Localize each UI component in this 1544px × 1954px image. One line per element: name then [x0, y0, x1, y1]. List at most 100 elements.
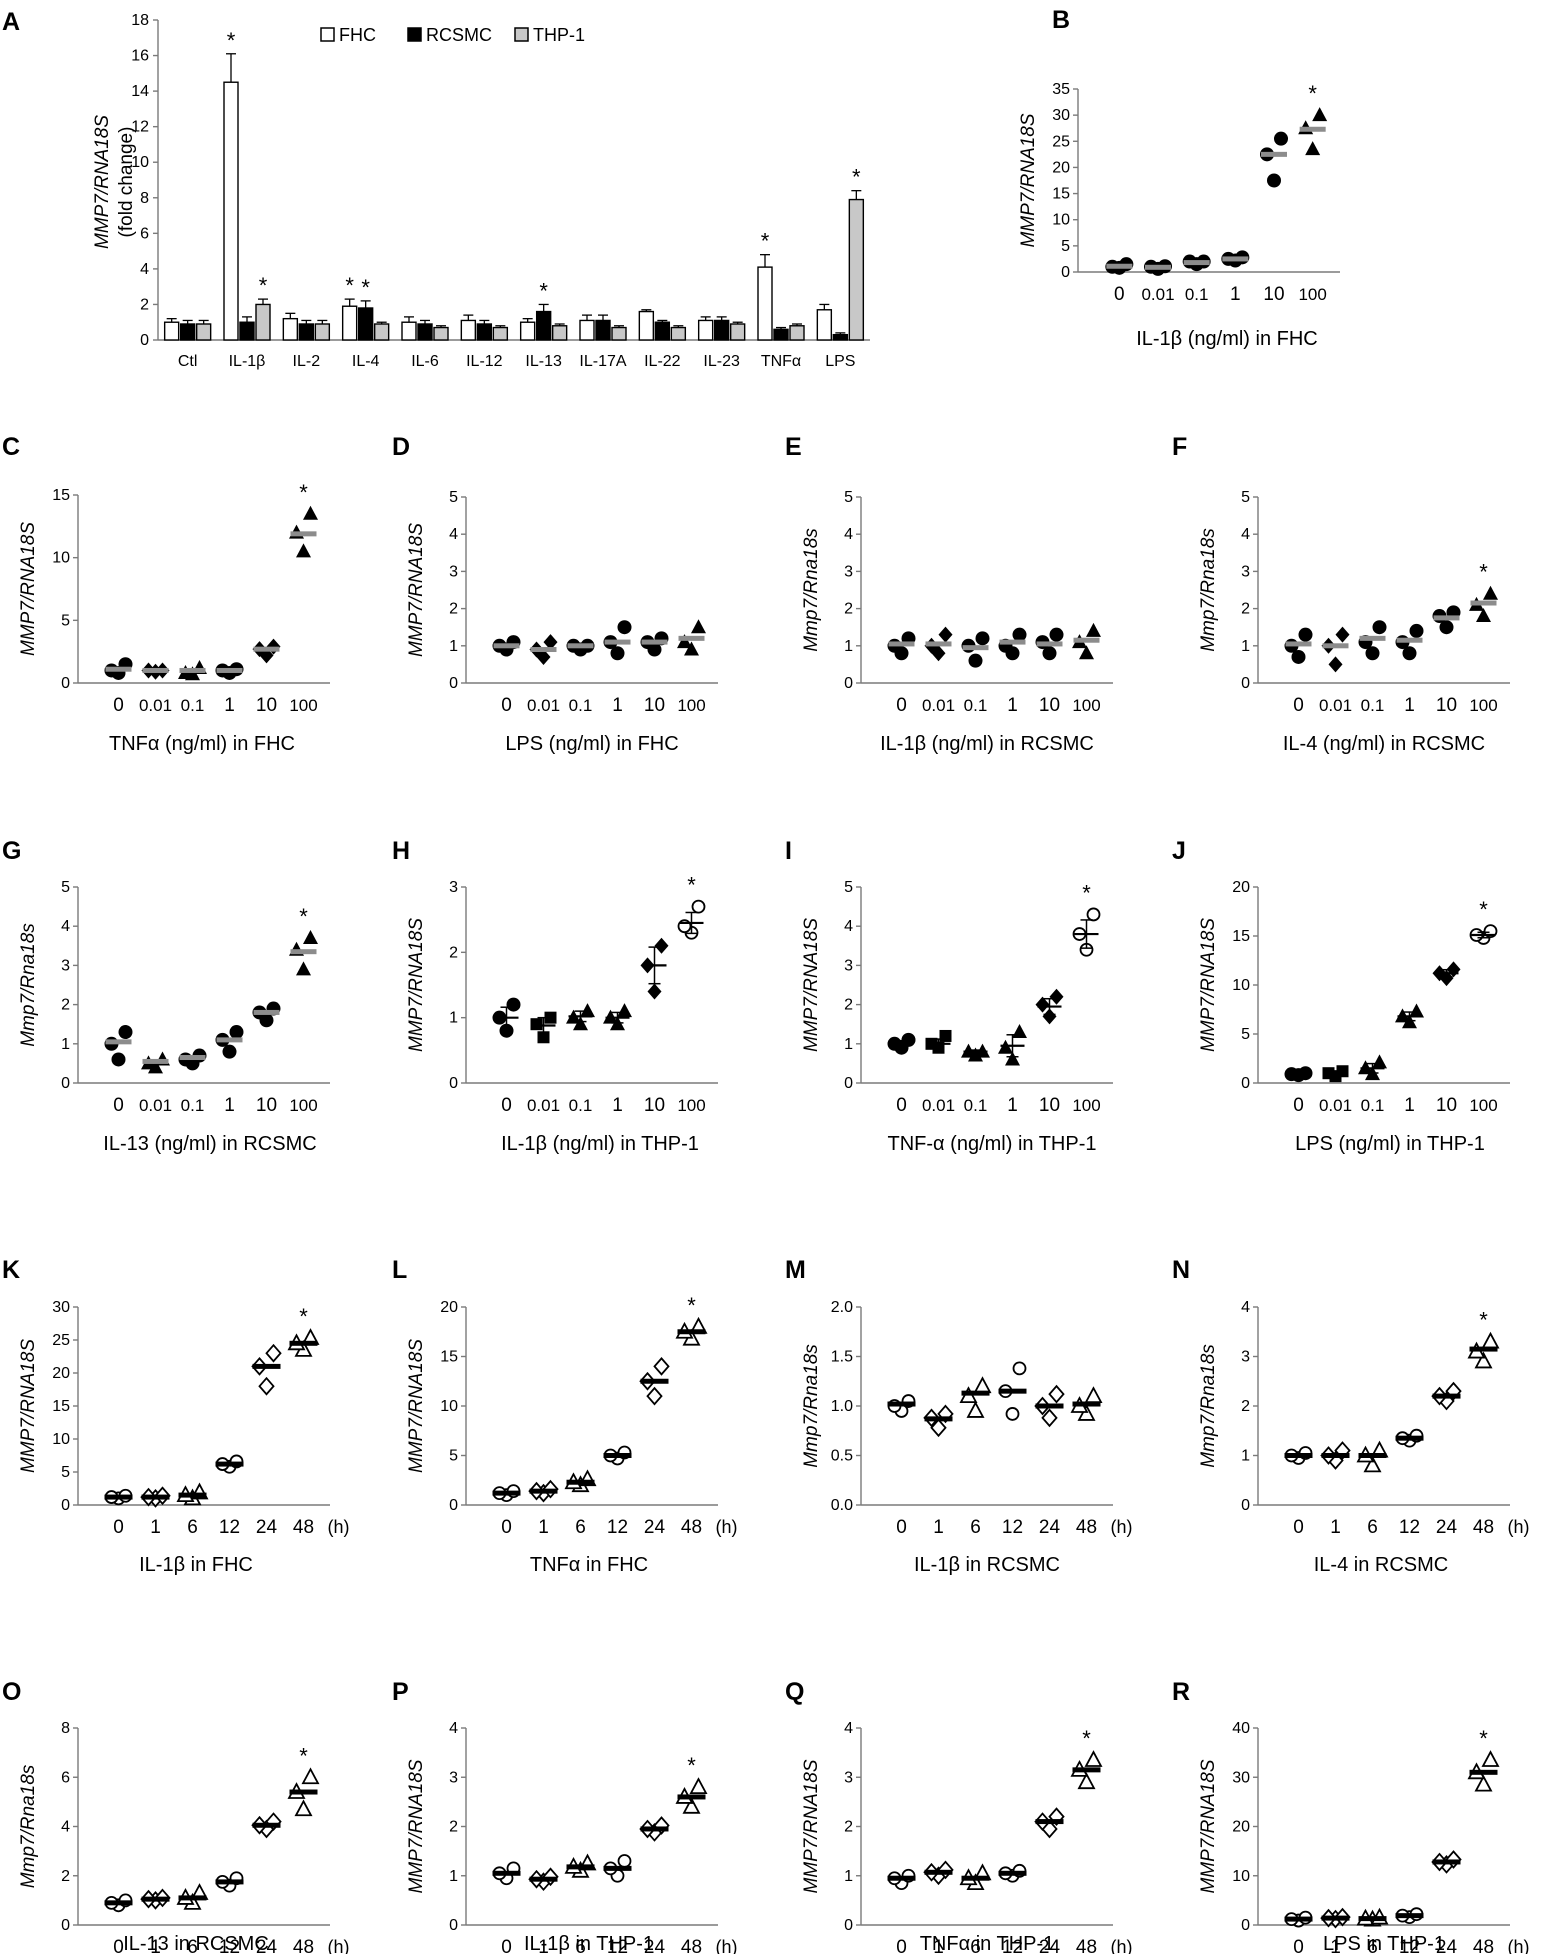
panel-h-ylabel: MMP7/RNA18S: [406, 918, 427, 1052]
panel-f-ytick-label: 2: [1241, 601, 1250, 618]
panel-i-xtick-label: 0.1: [964, 1096, 988, 1115]
panel-i-ytick-label: 3: [844, 957, 853, 974]
legend-swatch-rcsmc: [407, 27, 422, 42]
panel-m-label: M: [785, 1256, 806, 1284]
panel-h-data-point: [647, 983, 662, 1000]
panel-l-xtick-label: 24: [644, 1517, 666, 1538]
panel-f-mean-bar: [1470, 600, 1497, 606]
bar-fhc-2: [282, 317, 299, 341]
panel-k-data-point: [265, 1343, 282, 1363]
panel-a-label: A: [2, 8, 20, 36]
significance-star: *: [227, 28, 236, 53]
panel-b-data-point: [1274, 131, 1288, 146]
panel-a-ylabel-line1: MMP7/RNA18S: [92, 115, 113, 249]
panel-n-mean-bar: [1469, 1346, 1498, 1352]
panel-d-ytick-label: 1: [449, 638, 458, 655]
panel-n-ytick-label: 2: [1241, 1398, 1250, 1415]
panel-j-ytick-label: 10: [1232, 977, 1250, 994]
bar-thp1-6: [551, 325, 568, 341]
panel-b-data-point: [1305, 141, 1321, 156]
panel-g-xtick-label: 100: [289, 1096, 317, 1115]
panel-b-xtick-label: 10: [1263, 284, 1284, 305]
panel-r-data-point: [1474, 1774, 1493, 1792]
panel-a-ytick-label: 16: [131, 48, 149, 65]
panel-k-unit-label: (h): [328, 1517, 350, 1537]
panel-g-data-point: [118, 1025, 133, 1040]
panel-l-ytick-label: 15: [440, 1349, 458, 1366]
panel-e-xtick-label: 10: [1039, 695, 1060, 716]
panel-c-data-point: [303, 505, 318, 520]
significance-star: *: [259, 273, 268, 298]
significance-star: *: [539, 278, 548, 303]
panel-g-mean-bar: [216, 1037, 243, 1043]
panel-q-xtick-label: 0: [896, 1937, 907, 1954]
panel-m-mean-bar: [1035, 1403, 1064, 1409]
panel-h-data-point: [506, 997, 521, 1012]
panel-m-xtick-label: 0: [896, 1517, 907, 1538]
panel-j-xtick-label: 100: [1469, 1096, 1497, 1115]
panel-l-unit-label: (h): [716, 1517, 738, 1537]
panel-r-label: R: [1172, 1678, 1190, 1706]
panel-f-xtick-label: 0.1: [1361, 696, 1385, 715]
panel-p-ytick-label: 2: [449, 1819, 458, 1836]
panel-o-mean-bar: [215, 1879, 244, 1885]
panel-f: F 0 1 2 3 4 5 Mmp7/Rna18s 0 0.01 0.1 1 10 100 IL-4 (ng…: [1172, 433, 1510, 755]
panel-h-ytick-label: 1: [449, 1010, 458, 1027]
panel-h-data-point: [580, 1003, 595, 1018]
panel-q-mean-bar: [887, 1875, 916, 1881]
panel-b-xtick-label: 0: [1114, 284, 1125, 305]
panel-m: M 0.0 0.5 1.0 1.5 2.0 Mmp7/Rna18s 0 1 6 12 24 48 (h) I…: [785, 1256, 1133, 1576]
panel-f-significance-star: *: [1479, 560, 1488, 585]
panel-g-ytick-label: 5: [61, 879, 70, 896]
panel-p-xtick-label: 48: [681, 1937, 702, 1954]
panel-h: H 0 1 2 3 MMP7/RNA18S 0 0.01 0.1 1 10 100 IL-1β (ng/…: [392, 837, 718, 1155]
panel-b-mean-bar: [1222, 256, 1249, 262]
bar-fhc-4: [401, 321, 417, 341]
panel-d-xtick-label: 0: [501, 695, 512, 716]
panel-i-xtick-label: 0.01: [922, 1096, 955, 1115]
panel-h-xtick-label: 0.1: [569, 1096, 593, 1115]
panel-b-xtick-label: 0.01: [1141, 285, 1174, 304]
panel-i-data-point: [1012, 1024, 1027, 1039]
panel-h-data-point: [530, 1018, 543, 1031]
panel-e-xtick-label: 1: [1007, 695, 1018, 716]
panel-q-ytick-label: 1: [844, 1868, 853, 1885]
panel-i-xtick-label: 0: [896, 1095, 907, 1116]
legend-label-fhc: FHC: [339, 25, 376, 45]
panel-g-mean-bar: [179, 1055, 206, 1061]
significance-star: *: [761, 229, 770, 254]
panel-m-mean-bar: [924, 1416, 953, 1422]
panel-o-ytick-label: 0: [61, 1917, 70, 1934]
panel-j-significance-star: *: [1479, 897, 1488, 922]
panel-o-ytick-label: 8: [61, 1720, 70, 1737]
panel-k-mean-bar: [178, 1492, 207, 1498]
panel-b-xlabel: IL-1β (ng/ml) in FHC: [1136, 328, 1318, 350]
panel-m-data-point: [973, 1376, 992, 1394]
panel-p-data-point: [682, 1796, 701, 1814]
panel-d-xtick-label: 0.01: [527, 696, 560, 715]
panel-f-mean-bar: [1285, 641, 1312, 647]
panel-p-xtick-label: 12: [607, 1937, 628, 1954]
panel-b-ytick-label: 30: [1052, 107, 1070, 124]
panel-f-xtick-label: 100: [1469, 696, 1497, 715]
panel-q-unit-label: (h): [1111, 1937, 1133, 1954]
panel-e-mean-bar: [1073, 637, 1100, 643]
panel-g-xtick-label: 0.1: [181, 1096, 205, 1115]
panel-g: G 0 1 2 3 4 5 Mmp7/Rna18s 0 0.01 0.1 1 10 100 IL-13 (n…: [2, 837, 330, 1155]
panel-a-category-label: IL-1β: [229, 353, 266, 370]
panel-j-xtick-label: 1: [1404, 1095, 1415, 1116]
panel-f-data-point: [1409, 623, 1424, 638]
panel-e-mean-bar: [925, 641, 952, 647]
panel-r-mean-bar: [1284, 1916, 1313, 1922]
panel-k-ylabel: MMP7/RNA18S: [18, 1339, 39, 1473]
panel-r-ytick-label: 0: [1241, 1917, 1250, 1934]
panel-q-xtick-label: 24: [1039, 1937, 1061, 1954]
panel-f-ytick-label: 5: [1241, 489, 1250, 506]
panel-i-ytick-label: 4: [844, 918, 853, 935]
panel-b-mean-bar: [1261, 151, 1287, 157]
panel-p-ytick-label: 0: [449, 1917, 458, 1934]
panel-a-category-label: TNFα: [761, 353, 801, 370]
panel-g-data-point: [229, 1025, 244, 1040]
